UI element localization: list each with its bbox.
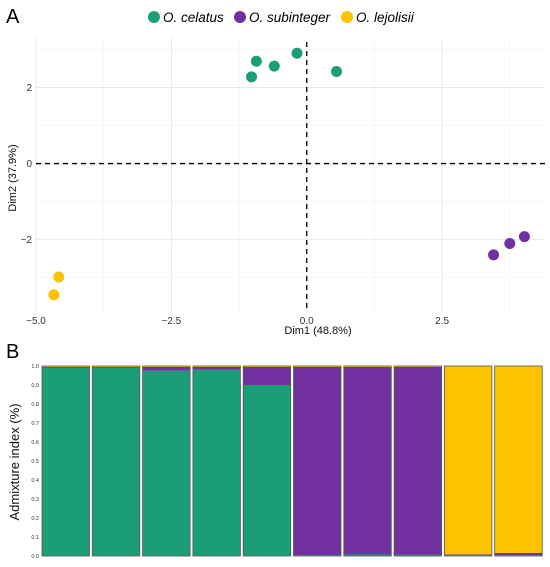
admixture-segment-o-subinteger (92, 366, 140, 368)
admixture-segment-o-celatus (92, 367, 140, 556)
legend-label-subinteger: O. subinteger (249, 10, 331, 25)
scatter-x-tick-label: −2.5 (161, 316, 181, 327)
admixture-bar (393, 365, 443, 557)
scatter-y-tick-label: 0 (26, 159, 32, 170)
admixture-segment-o-celatus (142, 370, 191, 556)
scatter-grid (35, 38, 545, 312)
scatter-reference-lines (36, 42, 545, 312)
admixture-bar (293, 365, 342, 557)
admixture-bar (91, 365, 141, 557)
admixture-bar-outline (393, 365, 443, 557)
admixture-segment-o-celatus (192, 369, 241, 556)
admixture-bar (343, 365, 392, 557)
scatter-point-o-celatus (331, 65, 343, 77)
admixture-segment-o-subinteger (243, 366, 291, 385)
admixture-bar-outline (41, 365, 90, 557)
panel-label-b: B (6, 341, 19, 363)
admixture-segment-o-celatus (243, 385, 291, 556)
admixture-segment-o-lejolisii (494, 366, 543, 553)
scatter-point-o-lejolisii (53, 271, 65, 283)
admixture-segment-o-lejolisii (192, 366, 241, 367)
admixture-bar (443, 365, 493, 557)
scatter-x-tick-label: 0.0 (300, 316, 314, 327)
scatter-point-o-celatus (250, 55, 262, 67)
legend-marker-subinteger (234, 11, 246, 23)
admixture-segment-o-subinteger (192, 366, 241, 370)
admixture-segment-o-subinteger (444, 554, 492, 556)
admixture-bar-outline (293, 365, 342, 557)
admixture-y-tick-label: 0.3 (31, 497, 39, 503)
admixture-bar (494, 365, 543, 557)
scatter-y-tick-label: 2 (26, 83, 32, 94)
admixture-bar (192, 365, 241, 557)
admixture-segment-o-celatus (343, 554, 392, 556)
admixture-y-tick-label: 0.6 (31, 440, 39, 446)
admixture-bar (142, 365, 191, 557)
admixture-y-ticks: 0.0 0.1 0.2 0.3 0.4 0.5 0.6 0.7 0.8 0.9 1.0 (31, 364, 39, 560)
admixture-bar-outline (343, 365, 392, 557)
scatter-point-o-subinteger (504, 238, 516, 249)
admixture-segment-o-lejolisii (343, 366, 392, 367)
admixture-bar-outline (142, 365, 191, 557)
admixture-segment-o-lejolisii (293, 366, 341, 367)
scatter-y-tick-label: −2 (21, 235, 33, 246)
admixture-segment-o-celatus (394, 554, 442, 556)
admixture-bars (41, 365, 543, 557)
admixture-y-tick-label: 0.2 (31, 516, 39, 522)
scatter-points (48, 47, 530, 301)
scatter-y-axis-title: Dim2 (37.9%) (7, 144, 19, 211)
legend-label-celatus: O. celatus (163, 10, 224, 25)
admixture-y-tick-label: 0.8 (31, 402, 39, 408)
admixture-segment-o-subinteger (343, 366, 392, 555)
legend: O. celatus O. subinteger O. lejolisii (148, 10, 415, 25)
admixture-segment-o-lejolisii (142, 366, 191, 367)
admixture-y-tick-label: 0.0 (31, 554, 39, 560)
admixture-segment-o-subinteger (142, 366, 191, 371)
admixture-y-tick-label: 0.1 (31, 535, 39, 541)
panel-label-a: A (6, 6, 20, 28)
admixture-segment-o-lejolisii (92, 366, 140, 367)
scatter-point-o-celatus (246, 71, 258, 83)
scatter-x-ticks: −5.0 −2.5 0.0 2.5 (26, 316, 449, 327)
admixture-bar-outline (443, 365, 493, 557)
admixture-segment-o-subinteger (293, 366, 341, 556)
admixture-segment-o-subinteger (394, 366, 442, 555)
legend-marker-lejolisii (341, 11, 353, 23)
admixture-bar-outline (494, 365, 543, 557)
scatter-point-o-celatus (291, 47, 303, 59)
admixture-y-axis-title: Admixture index (%) (7, 403, 22, 520)
admixture-y-tick-label: 0.7 (31, 421, 39, 427)
admixture-bar (242, 365, 292, 557)
admixture-bar-chart: 0.0 0.1 0.2 0.3 0.4 0.5 0.6 0.7 0.8 0.9 1.0 Admixt… (7, 364, 543, 560)
admixture-y-tick-label: 0.4 (31, 478, 39, 484)
pca-scatter-plot: −5.0 −2.5 0.0 2.5 −2 0 2 Dim1 (48.8%) Dim2 (3… (7, 38, 545, 337)
admixture-y-tick-label: 1.0 (31, 364, 39, 370)
scatter-point-o-celatus (268, 60, 280, 72)
admixture-segment-o-lejolisii (243, 366, 291, 367)
admixture-segment-o-celatus (293, 555, 341, 556)
scatter-x-tick-label: 2.5 (435, 316, 449, 327)
scatter-point-o-lejolisii (48, 289, 60, 301)
legend-label-lejolisii: O. lejolisii (356, 10, 415, 25)
admixture-bar (41, 365, 90, 557)
admixture-bar-outline (242, 365, 292, 557)
scatter-point-o-subinteger (518, 231, 530, 243)
admixture-segment-o-lejolisii (444, 366, 492, 555)
admixture-segment-o-subinteger (494, 552, 543, 556)
scatter-point-o-subinteger (488, 249, 500, 261)
admixture-bar-outline (192, 365, 241, 557)
admixture-bar-outline (91, 365, 141, 557)
admixture-y-tick-label: 0.5 (31, 459, 39, 465)
admixture-segment-o-subinteger (42, 366, 90, 368)
legend-marker-celatus (148, 11, 160, 23)
scatter-y-ticks: −2 0 2 (21, 83, 33, 246)
admixture-segment-o-celatus (42, 367, 90, 556)
admixture-segment-o-lejolisii (42, 366, 90, 367)
admixture-y-tick-label: 0.9 (31, 383, 39, 389)
scatter-x-axis-title: Dim1 (48.8%) (284, 325, 351, 337)
scatter-x-tick-label: −5.0 (26, 316, 46, 327)
